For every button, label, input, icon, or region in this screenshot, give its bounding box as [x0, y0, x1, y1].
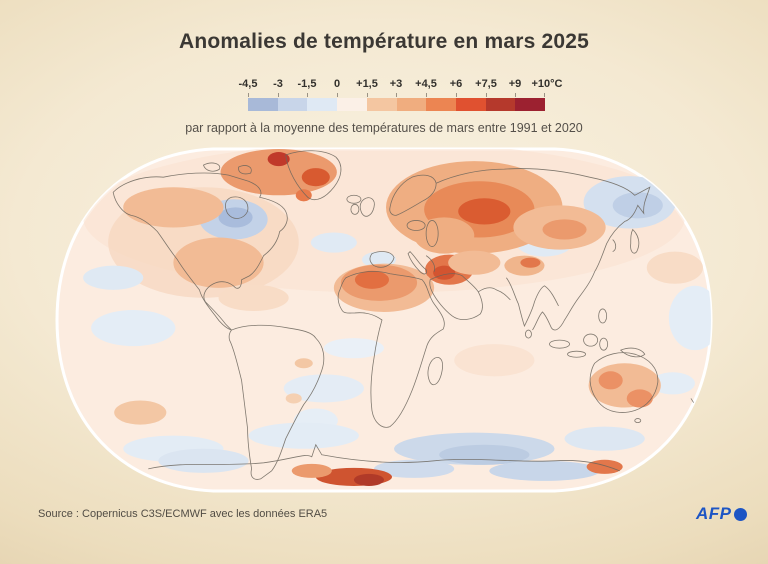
- anomaly-layer: [83, 149, 711, 486]
- legend-label: -3: [273, 78, 283, 90]
- legend-tick: [337, 93, 338, 97]
- legend-label: -4,5: [238, 78, 258, 90]
- afp-globe-icon: [733, 508, 747, 521]
- legend-segment: [248, 98, 278, 111]
- legend-label: +7,5: [475, 78, 497, 90]
- legend-tick: [396, 93, 397, 97]
- legend-segment: [396, 98, 427, 111]
- page-title: Anomalies de température en mars 2025: [178, 30, 590, 53]
- temperature-scale-legend: -4,5 -3 -1,5 0 +1,5 +3 +4,5 +6 +7,5 +9 +…: [239, 78, 563, 114]
- world-anomaly-map: [53, 147, 715, 493]
- legend-label: 0: [333, 78, 341, 90]
- continent-outlines: [112, 150, 704, 480]
- world-map-svg: [55, 147, 713, 493]
- legend-label: +3: [389, 78, 403, 90]
- legend-label: +4,5: [415, 78, 437, 90]
- legend-segment: [307, 98, 338, 111]
- legend-tick: [456, 93, 457, 97]
- legend-label: -1,5: [297, 78, 317, 90]
- afp-logo-text: AFP: [696, 504, 732, 523]
- legend-segment: [455, 98, 486, 111]
- legend-segment: [366, 98, 397, 111]
- legend-label: +9: [508, 78, 522, 90]
- legend-tick: [278, 93, 279, 97]
- legend-segment: [515, 98, 546, 111]
- legend-tick: [426, 93, 427, 97]
- legend-segment: [485, 98, 516, 111]
- legend-tick: [544, 93, 545, 97]
- legend-segment: [337, 98, 367, 111]
- page-subtitle: par rapport à la moyenne des température…: [185, 121, 583, 135]
- legend-segment: [426, 98, 456, 111]
- legend-label: +10°C: [531, 78, 563, 90]
- legend-label: +6: [449, 78, 463, 90]
- legend-tick: [307, 93, 308, 97]
- legend-tick: [367, 93, 368, 97]
- source-credit: Source : Copernicus C3S/ECMWF avec les d…: [38, 508, 328, 520]
- legend-label: +1,5: [356, 78, 378, 90]
- afp-logo: AFP: [696, 504, 747, 524]
- legend-tick: [486, 93, 487, 97]
- legend-color-bar: [248, 98, 546, 111]
- legend-segment: [277, 98, 308, 111]
- legend-tick: [515, 93, 516, 97]
- legend-tick: [248, 93, 249, 97]
